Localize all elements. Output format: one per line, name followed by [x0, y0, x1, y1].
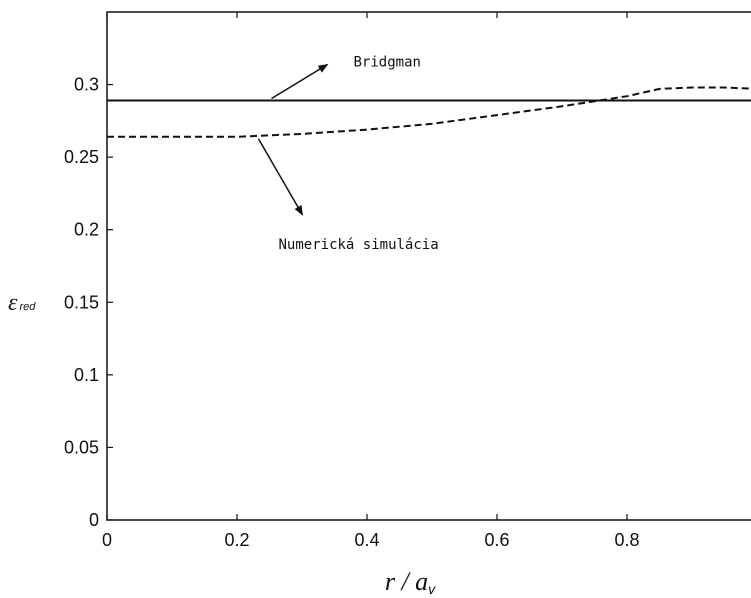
x-tick-label: 0.4 — [354, 530, 379, 550]
y-tick-label: 0.1 — [74, 365, 99, 385]
x-axis-label-main: r / a — [385, 567, 428, 596]
y-axis-label-sub: red — [19, 301, 36, 313]
x-axis-label: r / av — [385, 567, 436, 597]
y-tick-label: 0.05 — [64, 437, 99, 457]
y-tick-label: 0 — [89, 510, 99, 530]
y-tick-label: 0.25 — [64, 147, 99, 167]
series-line-numericka-simulacia — [107, 86, 751, 138]
annotation-label-numericka-simulacia: Numerická simulácia — [279, 237, 439, 253]
x-tick-label: 0.2 — [224, 530, 249, 550]
axis-ticks: 00.20.40.60.8100.050.10.150.20.250.3 — [64, 12, 640, 550]
annotation-label-bridgman: Bridgman — [354, 55, 421, 71]
annotation-arrow-bridgman — [271, 63, 329, 100]
annotations: Bridgman Numerická simulácia — [257, 55, 439, 253]
y-tick-label: 0.15 — [64, 292, 99, 312]
x-axis-label-sub: v — [428, 581, 436, 597]
x-tick-label: 0.6 — [484, 530, 509, 550]
y-tick-label: 0.3 — [74, 75, 99, 95]
plot-frame — [106, 11, 751, 521]
y-axis-label: ε red — [8, 290, 36, 316]
y-tick-label: 0.2 — [74, 220, 99, 240]
y-axis-label-main: ε — [8, 290, 18, 316]
series-group — [107, 86, 751, 138]
x-tick-label: 0 — [102, 530, 112, 550]
annotation-arrow-numericka-simulacia — [257, 138, 304, 216]
x-tick-label: 0.8 — [614, 530, 639, 550]
